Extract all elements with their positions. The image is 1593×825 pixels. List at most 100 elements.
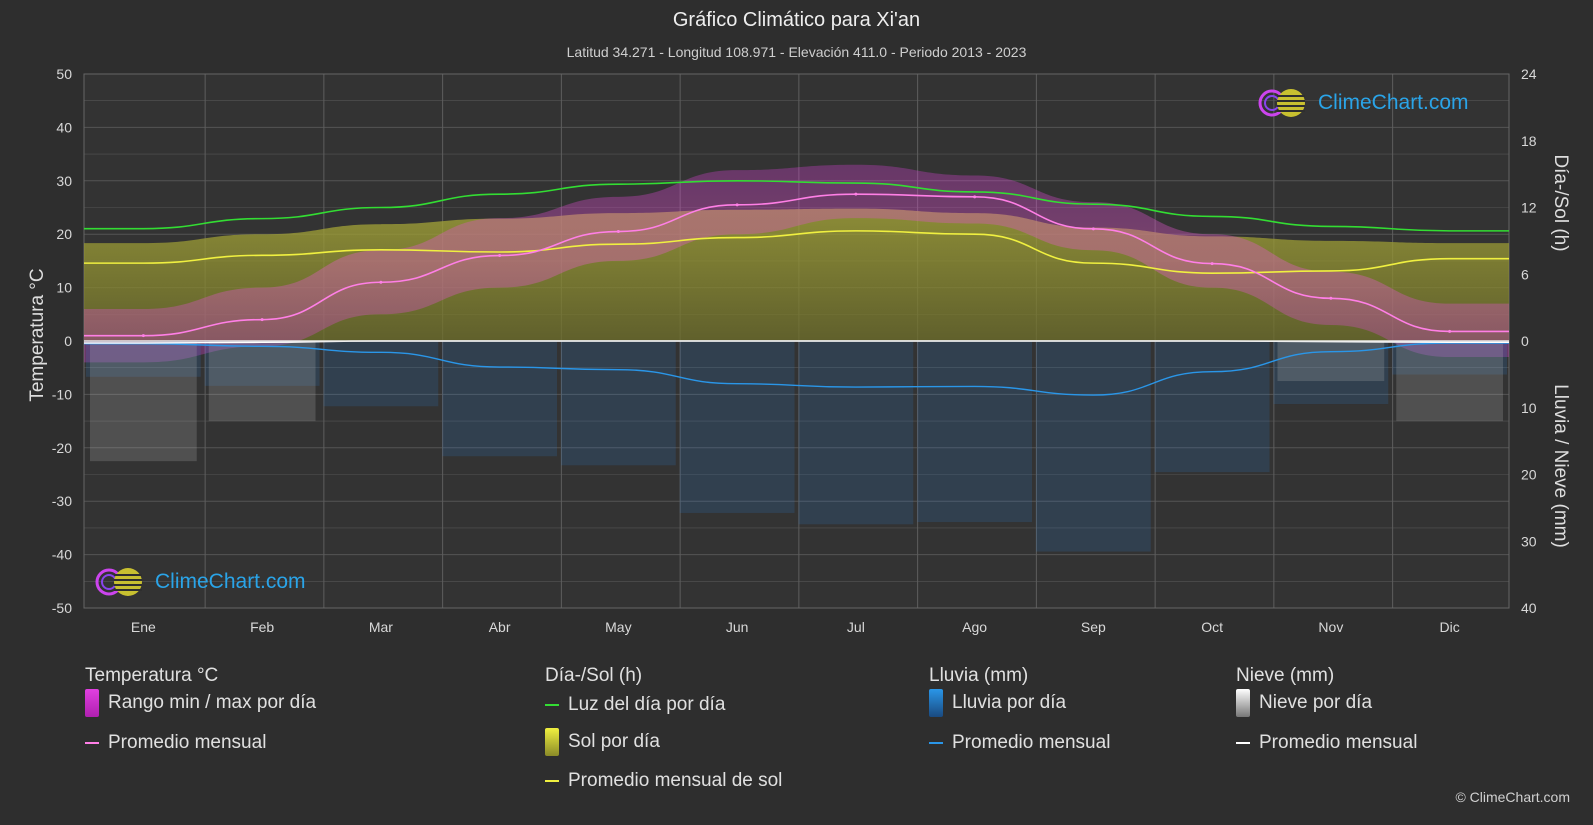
- temperature-avg-point: [616, 230, 620, 234]
- y-left-tick-label: -30: [52, 493, 72, 509]
- rain-bar: [1154, 341, 1270, 473]
- legend-snow: Nieve por día: [1236, 689, 1372, 717]
- legend-sun-avg: Promedio mensual de sol: [545, 770, 782, 792]
- y-left-tick-label: -10: [52, 386, 72, 402]
- legend-snow-heading: Nieve (mm): [1236, 665, 1335, 686]
- logo-top[interactable]: ClimeChart.com: [1258, 88, 1469, 118]
- x-tick-label: Abr: [489, 619, 511, 635]
- legend-temp-heading: Temperatura °C: [85, 665, 219, 686]
- temperature-avg-point: [1091, 227, 1095, 231]
- x-tick-label: Mar: [369, 619, 393, 635]
- y-left-tick-label: -40: [52, 547, 72, 563]
- x-tick-label: May: [605, 619, 631, 635]
- x-tick-label: Jul: [847, 619, 865, 635]
- rain-bars: [86, 341, 1507, 552]
- snow-bars: [90, 341, 1503, 462]
- y-left-tick-label: -50: [52, 600, 72, 616]
- x-tick-label: Sep: [1081, 619, 1106, 635]
- snow-bar: [90, 341, 197, 462]
- temperature-avg-point: [1329, 296, 1333, 300]
- y-right-sun-tick-label: 18: [1521, 133, 1537, 149]
- logo-text: ClimeChart.com: [155, 570, 306, 593]
- y-right-precip-tick-label: 30: [1521, 533, 1537, 549]
- rain-bar: [86, 341, 201, 377]
- legend-sun-heading: Día-/Sol (h): [545, 665, 643, 686]
- series-lines: [83, 179, 1509, 396]
- y-right-precip-tick-label: 40: [1521, 600, 1537, 616]
- y-right-precip-tick-label: 10: [1521, 400, 1537, 416]
- y-right-sun-tick-label: 12: [1521, 200, 1537, 216]
- temperature-avg-point: [735, 203, 739, 207]
- rain-bar: [561, 341, 676, 466]
- snow-bar: [1396, 341, 1503, 422]
- snow-swatch: [1236, 689, 1250, 717]
- logo-text: ClimeChart.com: [1318, 91, 1469, 114]
- y-left-tick-label: 30: [56, 173, 72, 189]
- y-right-sun-tick-label: 6: [1521, 266, 1529, 282]
- rain-avg-swatch: [929, 742, 943, 744]
- temperature-avg-point: [498, 254, 502, 258]
- y-left-tick-label: 40: [56, 119, 72, 135]
- temp-range-swatch: [85, 689, 99, 717]
- temp-avg-swatch: [85, 742, 99, 744]
- tick-labels: 50 40 30 20 10 0 -10 -20 -30 -40 -50 24 18 12 6 0 10 20 30…: [52, 66, 1537, 635]
- legend-label: Sol por día: [568, 731, 660, 752]
- rain-bar: [798, 341, 914, 525]
- rain-bar: [679, 341, 795, 513]
- legend-rain-avg: Promedio mensual: [929, 732, 1110, 754]
- legend-label: Lluvia por día: [952, 692, 1067, 713]
- y-left-tick-label: 20: [56, 226, 72, 242]
- x-tick-label: Jun: [726, 619, 749, 635]
- rain-avg-line: [83, 342, 1509, 396]
- legend-snow-avg: Promedio mensual: [1236, 732, 1417, 754]
- logo-bottom[interactable]: ClimeChart.com: [95, 567, 306, 597]
- temperature-avg-point: [141, 334, 145, 338]
- y-left-tick-label: -20: [52, 440, 72, 456]
- legend-label: Promedio mensual: [108, 732, 267, 753]
- legend-daylight: Luz del día por día: [545, 694, 725, 716]
- legend-temp-avg: Promedio mensual: [85, 732, 266, 754]
- x-tick-label: Dic: [1440, 619, 1460, 635]
- temperature-avg-point: [854, 192, 858, 196]
- y-right-precip-tick-label: 20: [1521, 467, 1537, 483]
- y-left-tick-label: 10: [56, 280, 72, 296]
- rain-bar: [1392, 341, 1507, 375]
- legend-label: Luz del día por día: [568, 694, 726, 715]
- logo-icon: [95, 568, 142, 596]
- legend-rain-heading: Lluvia (mm): [929, 665, 1029, 686]
- daylight-line: [84, 179, 1509, 232]
- sun-avg-swatch: [545, 780, 559, 782]
- snow-bar: [208, 341, 316, 422]
- y-right-sun-tick-label: 24: [1521, 66, 1537, 82]
- y-axis-left-title: Temperatura °C: [27, 268, 48, 402]
- x-tick-label: Oct: [1201, 619, 1223, 635]
- temperature-avg-point: [1448, 329, 1452, 333]
- chart-subtitle: Latitud 34.271 - Longitud 108.971 - Elev…: [566, 44, 1027, 60]
- legend-label: Nieve por día: [1259, 692, 1373, 713]
- temperature-avg-point: [260, 318, 264, 322]
- legend-label: Rango min / max por día: [108, 692, 317, 713]
- legend-label: Promedio mensual: [952, 732, 1111, 753]
- rain-bar: [442, 341, 557, 457]
- legend-temp-range: Rango min / max por día: [85, 689, 316, 717]
- sunshine-avg-line: [84, 230, 1509, 274]
- x-tick-label: Ene: [131, 619, 156, 635]
- x-tick-label: Feb: [250, 619, 274, 635]
- rain-bar: [204, 341, 320, 386]
- x-tick-label: Nov: [1318, 619, 1343, 635]
- temperature-avg-point: [973, 195, 977, 199]
- rain-bar: [1036, 341, 1151, 552]
- logo-icon: [1258, 89, 1305, 117]
- rain-bar: [917, 341, 1032, 523]
- legend-rain: Lluvia por día: [929, 689, 1066, 717]
- legend-label: Promedio mensual de sol: [568, 770, 783, 791]
- sunshine-swatch: [545, 728, 559, 756]
- chart-title: Gráfico Climático para Xi'an: [672, 9, 921, 31]
- y-left-tick-label: 0: [64, 333, 72, 349]
- rain-swatch: [929, 689, 943, 717]
- legend-label: Promedio mensual: [1259, 732, 1418, 753]
- daylight-swatch: [545, 704, 559, 706]
- y-left-tick-label: 50: [56, 66, 72, 82]
- y-axis-right-bottom-title: Lluvia / Nieve (mm): [1550, 384, 1571, 548]
- legend-sunshine: Sol por día: [545, 728, 660, 756]
